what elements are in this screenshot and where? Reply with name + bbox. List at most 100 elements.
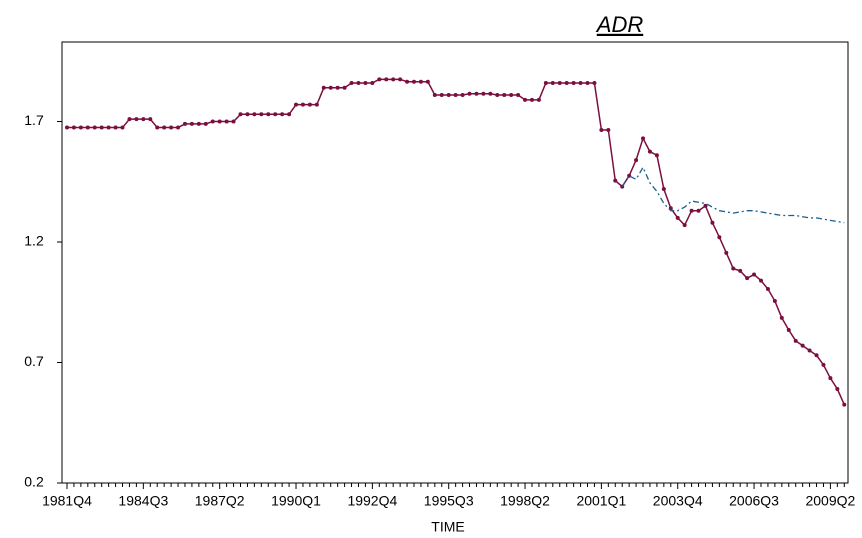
data-point <box>523 97 528 102</box>
data-point <box>661 187 666 191</box>
data-point <box>273 112 278 117</box>
x-tick-label: 2006Q3 <box>729 493 779 509</box>
data-point <box>536 97 541 102</box>
data-point <box>210 119 215 124</box>
data-point <box>696 208 701 213</box>
x-tick-label: 1998Q2 <box>500 493 550 509</box>
data-point <box>134 117 139 122</box>
data-point <box>439 93 444 98</box>
data-point <box>294 102 299 107</box>
data-point <box>550 80 555 85</box>
data-point <box>835 387 840 392</box>
data-point <box>578 80 583 85</box>
data-point <box>634 158 639 163</box>
data-point <box>502 93 507 98</box>
data-point <box>418 79 423 84</box>
data-point <box>391 77 396 82</box>
data-point <box>412 79 416 84</box>
data-point <box>481 91 486 96</box>
data-point <box>127 117 132 122</box>
data-point <box>113 125 118 130</box>
data-point <box>828 376 833 381</box>
data-point <box>106 125 111 130</box>
data-point <box>599 127 604 132</box>
data-point <box>349 80 354 85</box>
y-tick-label: 0.2 <box>24 474 44 490</box>
chart-title: ADR <box>595 12 644 37</box>
x-axis-label: TIME <box>431 519 464 535</box>
data-point <box>287 112 292 117</box>
series-line <box>621 165 845 224</box>
data-point <box>529 97 534 102</box>
data-point <box>238 112 243 117</box>
data-point <box>564 80 569 85</box>
data-point <box>182 121 187 126</box>
data-point <box>745 276 750 281</box>
data-point <box>495 93 500 98</box>
data-point <box>266 112 271 117</box>
data-point <box>710 220 715 225</box>
data-point <box>384 77 389 82</box>
data-point <box>717 235 722 240</box>
data-point <box>765 287 770 292</box>
data-point <box>425 79 430 84</box>
data-point <box>446 93 451 98</box>
data-point <box>779 315 784 320</box>
data-point <box>120 125 125 130</box>
data-point <box>772 299 777 304</box>
x-tick-label: 2001Q1 <box>576 493 626 509</box>
data-point <box>432 93 437 98</box>
y-tick-label: 0.7 <box>24 353 44 369</box>
data-point <box>682 223 687 228</box>
data-point <box>245 112 250 117</box>
data-point <box>342 85 347 90</box>
data-point <box>300 102 305 107</box>
data-point <box>321 85 326 90</box>
data-point <box>85 125 90 130</box>
data-point <box>370 80 375 85</box>
data-point <box>488 91 493 96</box>
data-point <box>196 121 201 126</box>
data-point <box>280 112 285 117</box>
data-point <box>731 266 736 271</box>
data-point <box>405 79 410 84</box>
data-point <box>585 80 590 85</box>
data-point <box>169 125 174 130</box>
data-point <box>800 343 805 348</box>
data-point <box>224 119 229 124</box>
data-point <box>703 203 708 208</box>
data-point <box>162 125 167 130</box>
x-tick-label: 1995Q3 <box>424 493 474 509</box>
data-point <box>148 117 153 122</box>
data-point <box>65 125 69 130</box>
data-point <box>738 268 743 273</box>
data-point <box>759 278 763 283</box>
data-point <box>474 91 479 96</box>
data-point <box>398 77 403 82</box>
data-point <box>724 250 729 255</box>
data-point <box>259 112 264 117</box>
data-point <box>675 215 680 220</box>
data-point <box>571 80 576 85</box>
data-point <box>217 119 222 124</box>
data-point <box>606 127 611 132</box>
data-point <box>203 121 208 126</box>
data-point <box>99 125 104 130</box>
x-tick-label: 1981Q4 <box>42 493 92 509</box>
data-point <box>314 102 319 107</box>
data-point <box>363 80 368 85</box>
data-point <box>307 102 312 107</box>
data-point <box>842 402 847 407</box>
x-tick-label: 1987Q2 <box>195 493 245 509</box>
x-tick-label: 1984Q3 <box>118 493 168 509</box>
data-point <box>793 338 798 343</box>
data-point <box>557 80 562 85</box>
data-point <box>467 91 472 96</box>
data-point <box>252 112 257 117</box>
data-point <box>71 125 76 130</box>
data-point <box>231 119 236 124</box>
data-point <box>543 80 548 85</box>
data-point <box>509 93 514 98</box>
y-tick-label: 1.7 <box>24 112 44 128</box>
x-tick-label: 2009Q2 <box>805 493 855 509</box>
